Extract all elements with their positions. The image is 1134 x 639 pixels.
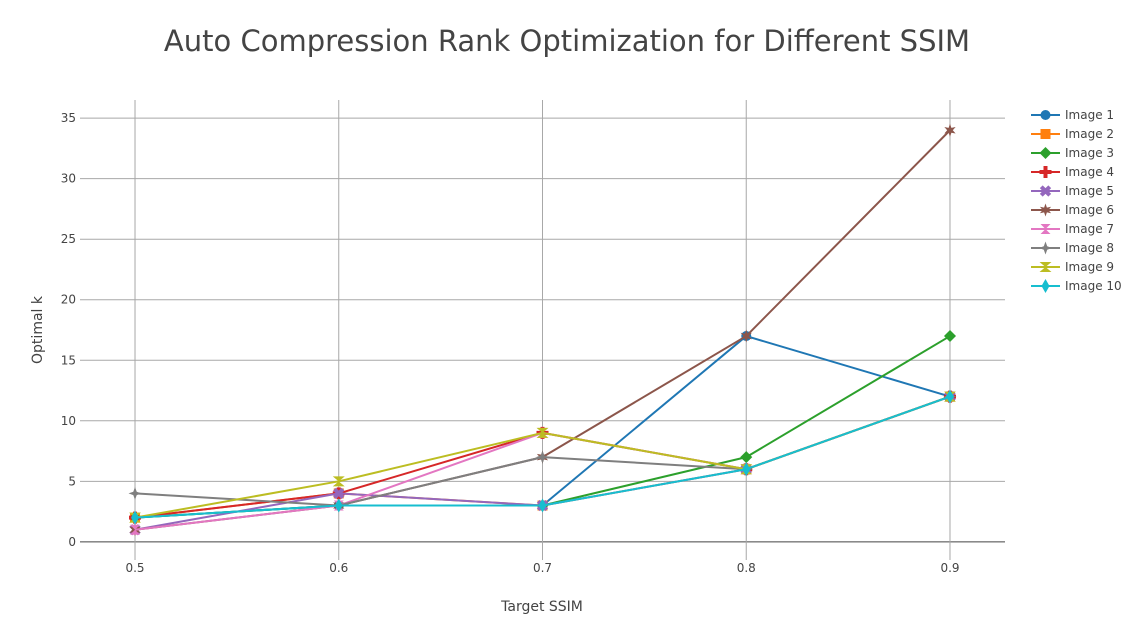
y-tick-label: 35 (61, 111, 76, 125)
series-10 (131, 389, 954, 525)
data-point (943, 391, 956, 402)
legend-marker (1040, 224, 1051, 234)
y-tick-label: 10 (61, 414, 76, 428)
legend-marker (1041, 279, 1050, 293)
data-point (130, 524, 141, 535)
y-tick-label: 0 (68, 535, 76, 549)
legend-item[interactable]: Image 3 (1031, 146, 1114, 160)
data-point (129, 512, 142, 523)
legend-label: Image 9 (1065, 260, 1114, 274)
legend-item[interactable]: Image 9 (1031, 260, 1114, 274)
data-point (538, 498, 547, 513)
legend-item[interactable]: Image 5 (1031, 184, 1114, 198)
x-tick-label: 0.6 (329, 561, 348, 575)
x-tick-label: 0.8 (737, 561, 756, 575)
x-tick-label: 0.7 (533, 561, 552, 575)
legend-label: Image 10 (1065, 279, 1122, 293)
series-layer (128, 123, 957, 537)
y-tick-label: 30 (61, 172, 76, 186)
legend-item[interactable]: Image 4 (1031, 165, 1114, 179)
legend-marker (1040, 110, 1051, 120)
data-point (128, 486, 142, 500)
legend-marker (1039, 262, 1052, 272)
legend-label: Image 2 (1065, 127, 1114, 141)
data-point (332, 476, 345, 487)
legend-label: Image 4 (1065, 165, 1114, 179)
data-point (740, 451, 753, 464)
legend-label: Image 1 (1065, 108, 1114, 122)
y-tick-label: 15 (61, 353, 76, 367)
legend-marker (1039, 241, 1052, 255)
x-axis-ticks: 0.5 0.6 0.7 0.8 0.9 (125, 561, 959, 575)
x-axis-title: Target SSIM (500, 599, 583, 615)
data-point (740, 329, 752, 343)
legend-label: Image 6 (1065, 203, 1114, 217)
legend-label: Image 5 (1065, 184, 1114, 198)
data-point (944, 123, 956, 137)
data-point (740, 464, 753, 475)
data-point (536, 427, 549, 438)
legend-label: Image 3 (1065, 146, 1114, 160)
y-tick-label: 5 (68, 474, 76, 488)
x-tick-label: 0.5 (125, 561, 144, 575)
x-tick-label: 0.9 (940, 561, 959, 575)
legend-marker (1039, 203, 1052, 217)
legend-item[interactable]: Image 2 (1031, 127, 1114, 141)
legend-item[interactable]: Image 6 (1031, 203, 1114, 217)
chart-title: Auto Compression Rank Optimization for D… (164, 24, 970, 58)
y-axis-ticks: 0 5 10 15 20 25 30 35 (61, 111, 76, 549)
legend-item[interactable]: Image 7 (1031, 222, 1114, 236)
data-point (742, 462, 751, 477)
legend[interactable]: Image 1 Image 2 Image 3 Image 4 Image 5 Image… (1031, 108, 1122, 293)
data-point (131, 510, 140, 525)
legend-marker (1039, 185, 1052, 197)
y-tick-label: 25 (61, 232, 76, 246)
legend-label: Image 8 (1065, 241, 1114, 255)
legend-label: Image 7 (1065, 222, 1114, 236)
data-point (333, 487, 345, 500)
legend-item[interactable]: Image 1 (1031, 108, 1114, 122)
legend-item[interactable]: Image 10 (1031, 279, 1122, 293)
data-point (536, 450, 549, 464)
y-tick-label: 20 (61, 293, 76, 307)
gridlines (80, 100, 1005, 560)
data-point (945, 389, 954, 404)
legend-marker (1039, 147, 1052, 159)
data-point (334, 498, 343, 513)
y-axis-title: Optimal k (30, 295, 46, 364)
legend-marker (1040, 129, 1051, 139)
data-point (943, 330, 956, 343)
legend-marker (1039, 166, 1052, 178)
legend-item[interactable]: Image 8 (1031, 241, 1114, 255)
